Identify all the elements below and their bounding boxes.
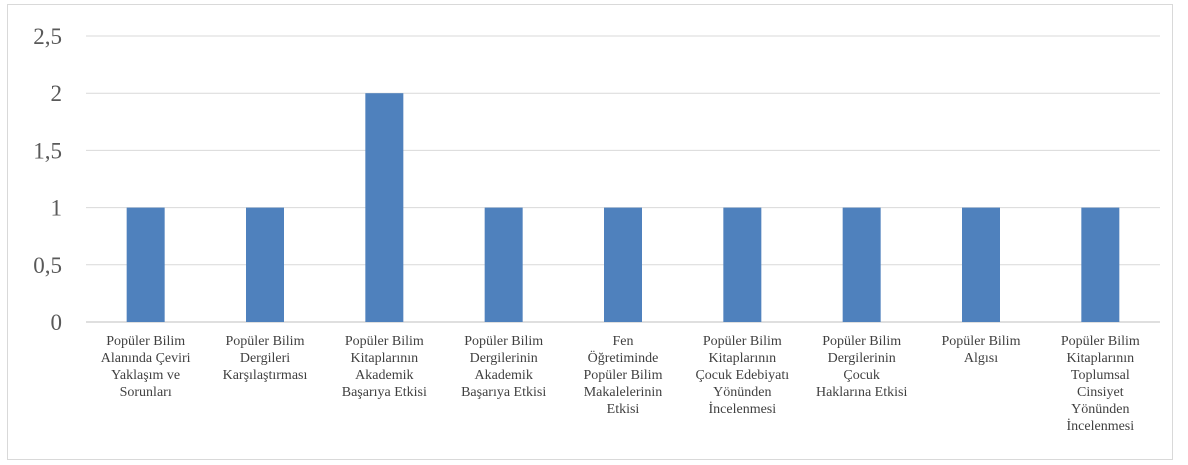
x-category-label-line: Algısı xyxy=(964,351,998,366)
x-category-label-line: Yönünden xyxy=(713,385,771,400)
x-category-label-line: Akademik xyxy=(475,368,533,383)
x-category-label-line: Etkisi xyxy=(607,402,640,417)
bar-4 xyxy=(484,207,523,322)
x-category-label-line: Başarıya Etkisi xyxy=(461,385,546,400)
x-category-label-line: Popüler Bilim xyxy=(703,334,782,349)
x-category-label-line: Haklarına Etkisi xyxy=(816,385,907,400)
y-tick-label: 1,5 xyxy=(33,138,62,163)
y-tick-label: 0,5 xyxy=(33,253,62,278)
y-tick-label: 0 xyxy=(51,310,63,335)
x-category-label: Popüler Bilim Algısı xyxy=(942,334,1021,366)
x-category-label-line: Popüler Bilim xyxy=(1061,334,1140,349)
y-tick-label: 1 xyxy=(51,196,63,221)
x-category-label-line: Popüler Bilim xyxy=(822,334,901,349)
x-category-label-line: Çocuk Edebiyatı xyxy=(695,368,789,383)
x-category-label-line: Alanında Çeviri xyxy=(101,351,191,366)
x-category-label-line: Kitaplarının xyxy=(1067,351,1135,366)
x-category-label: Popüler Bilim Kitaplarının Akademik Başarıy… xyxy=(342,334,427,400)
x-category-label: Popüler Bilim Kitaplarının Toplumsal Cinsiy… xyxy=(1061,334,1140,434)
x-category-label: Popüler Bilim Alanında Çeviri Yaklaşım ve S… xyxy=(101,334,191,400)
y-tick-label: 2 xyxy=(51,81,63,106)
bar-2 xyxy=(246,207,284,322)
x-category-label: Popüler Bilim Dergileri Karşılaştırması xyxy=(223,334,308,383)
x-category-label-line: Yönünden xyxy=(1071,402,1129,417)
x-category-label-line: Popüler Bilim xyxy=(464,334,543,349)
x-category-label-line: Cinsiyet xyxy=(1077,385,1124,400)
bar-3 xyxy=(365,93,404,322)
x-category-label-line: İncelenmesi xyxy=(1067,418,1135,434)
x-category-label-line: Başarıya Etkisi xyxy=(342,385,427,400)
bar-1 xyxy=(126,207,165,322)
bar-7 xyxy=(842,207,881,322)
x-category-label-line: Dergileri xyxy=(240,351,290,366)
bar-5 xyxy=(604,207,642,322)
x-category-label-line: Fen xyxy=(613,334,634,349)
x-category-label-line: Yaklaşım ve xyxy=(111,368,180,383)
x-category-label-line: Kitaplarının xyxy=(351,351,419,366)
x-category-label-line: Popüler Bilim xyxy=(226,334,305,349)
x-category-label-line: Karşılaştırması xyxy=(223,368,308,383)
x-category-label: Popüler Bilim Kitaplarının Çocuk Edebiyatı… xyxy=(695,334,789,417)
x-category-label-line: Dergilerinin xyxy=(470,351,538,366)
x-category-label: Popüler Bilim Dergilerinin Çocuk Haklarına … xyxy=(816,334,907,400)
x-category-label-line: Dergilerinin xyxy=(828,351,896,366)
x-category-label: Fen Öğretiminde Popüler Bilim Makalelerinin… xyxy=(584,334,663,417)
x-category-label-line: Makalelerinin xyxy=(584,385,663,400)
x-category-label-line: Popüler Bilim xyxy=(345,334,424,349)
bar-6 xyxy=(723,207,762,322)
x-category-label-line: Çocuk xyxy=(843,368,880,383)
x-category-label-line: Popüler Bilim xyxy=(106,334,185,349)
x-category-label-line: Öğretiminde xyxy=(588,349,659,366)
y-tick-label: 2,5 xyxy=(33,24,62,49)
bar-8 xyxy=(962,207,1000,322)
x-category-label-line: Sorunları xyxy=(120,385,172,400)
x-category-label-line: Kitaplarının xyxy=(709,351,777,366)
bar-9 xyxy=(1081,207,1120,322)
x-category-label-line: Toplumsal xyxy=(1071,368,1130,383)
x-category-label-line: İncelenmesi xyxy=(709,401,777,417)
x-category-label-line: Akademik xyxy=(355,368,413,383)
x-category-label: Popüler Bilim Dergilerinin Akademik Başarıy… xyxy=(461,334,546,400)
x-category-label-line: Popüler Bilim xyxy=(584,368,663,383)
x-category-label-line: Popüler Bilim xyxy=(942,334,1021,349)
